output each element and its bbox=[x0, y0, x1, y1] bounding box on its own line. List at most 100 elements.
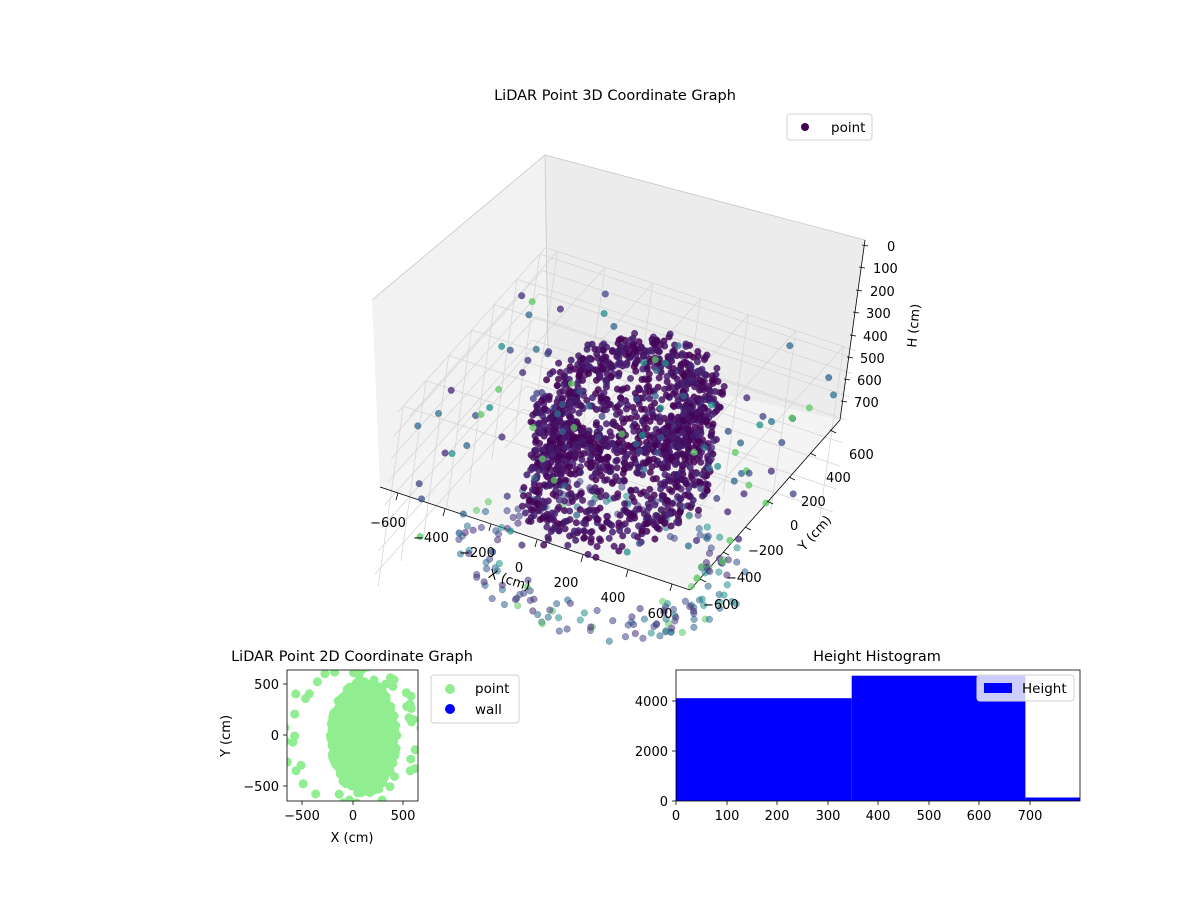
point3d-1275 bbox=[544, 473, 552, 481]
point3d-855 bbox=[638, 375, 646, 384]
point3d-1339 bbox=[703, 487, 711, 495]
z3d-tick-2: 200 bbox=[870, 285, 895, 300]
y3d-tick-mark-1 bbox=[722, 551, 730, 556]
point3d-1613 bbox=[681, 435, 689, 443]
point3d-1720 bbox=[740, 490, 748, 498]
point3d-319 bbox=[572, 519, 580, 527]
plot3d-legend-box bbox=[786, 113, 873, 141]
point3d-1765 bbox=[788, 414, 796, 422]
point3d-1488 bbox=[615, 360, 623, 368]
point3d-1557 bbox=[591, 469, 599, 477]
point3d-1814 bbox=[724, 427, 732, 435]
point3d-563 bbox=[703, 351, 711, 359]
point3d-40 bbox=[486, 555, 494, 563]
point3d-1796 bbox=[674, 342, 682, 350]
point2d-873 bbox=[357, 691, 367, 700]
point3d-1637 bbox=[554, 520, 562, 528]
x2d-tick-0: −500 bbox=[284, 809, 320, 824]
x3d-tick-mark-6 bbox=[669, 583, 673, 592]
point2d-935 bbox=[287, 757, 292, 767]
point2d-905 bbox=[312, 677, 322, 687]
point2d-890 bbox=[373, 766, 383, 776]
point3d-1739 bbox=[692, 470, 700, 478]
y2d-tick-0: −500 bbox=[243, 780, 279, 795]
z3d-tick-mark-6 bbox=[843, 378, 851, 381]
point3d-1701 bbox=[415, 480, 423, 488]
x3d-tick-mark-1 bbox=[442, 508, 446, 517]
point3d-1735 bbox=[694, 367, 702, 375]
hx-tick-5: 500 bbox=[917, 809, 942, 824]
point3d-123 bbox=[480, 578, 488, 586]
point3d-1753 bbox=[679, 503, 687, 511]
point3d-282 bbox=[555, 503, 563, 511]
point3d-101 bbox=[563, 625, 571, 633]
point2d-864 bbox=[340, 696, 350, 706]
plot2d-legend-marker-point bbox=[445, 684, 455, 694]
point3d-32 bbox=[716, 533, 724, 541]
point3d-1418 bbox=[615, 353, 623, 361]
point3d-33 bbox=[656, 632, 664, 640]
point3d-1707 bbox=[416, 533, 424, 541]
point3d-1060 bbox=[694, 347, 702, 356]
point3d-1682 bbox=[651, 441, 660, 449]
point3d-119 bbox=[461, 529, 469, 537]
point3d-1224 bbox=[709, 420, 717, 428]
point2d-943 bbox=[287, 723, 290, 732]
point2d-899 bbox=[353, 719, 363, 729]
point2d-909 bbox=[410, 745, 418, 755]
point3d-169 bbox=[705, 615, 713, 623]
point3d-1752 bbox=[528, 298, 536, 306]
point2d-877 bbox=[334, 757, 344, 767]
point2d-822 bbox=[388, 722, 398, 732]
point3d-176 bbox=[605, 637, 613, 645]
point3d-1292 bbox=[606, 520, 614, 528]
point3d-1391 bbox=[655, 413, 664, 421]
grid-back-h-1 bbox=[542, 270, 853, 374]
point3d-1676 bbox=[627, 414, 635, 422]
point2d-932 bbox=[296, 760, 306, 770]
point3d-1219 bbox=[624, 441, 632, 449]
point3d-1619 bbox=[532, 500, 541, 508]
point3d-1767 bbox=[550, 404, 558, 412]
point3d-1763 bbox=[503, 492, 511, 500]
x3d-tick-mark-0 bbox=[395, 492, 399, 501]
point3d-1770 bbox=[762, 499, 770, 507]
point3d-8 bbox=[681, 597, 689, 605]
point3d-1412 bbox=[551, 510, 559, 518]
z3d-tick-1: 100 bbox=[873, 262, 898, 277]
point3d-1728 bbox=[665, 510, 673, 518]
point3d-1650 bbox=[702, 416, 710, 424]
point3d-1740 bbox=[651, 356, 659, 364]
point2d-902 bbox=[345, 795, 354, 801]
point3d-1563 bbox=[598, 456, 606, 464]
point3d-1556 bbox=[579, 519, 587, 527]
z3d-tick-mark-2 bbox=[855, 289, 863, 292]
point3d-147 bbox=[678, 628, 686, 636]
point3d-1591 bbox=[643, 520, 651, 528]
point3d-1618 bbox=[622, 405, 631, 413]
point3d-1572 bbox=[658, 464, 667, 472]
point3d-1769 bbox=[529, 424, 537, 432]
point2d-803 bbox=[386, 708, 396, 718]
point3d-1647 bbox=[680, 371, 688, 379]
point3d-1666 bbox=[637, 343, 645, 351]
point3d-1732 bbox=[707, 401, 716, 409]
point3d-41 bbox=[618, 483, 626, 491]
grid-left-y-0 bbox=[377, 406, 404, 587]
point3d-1798 bbox=[707, 455, 715, 463]
point3d-1780 bbox=[730, 477, 738, 485]
grid-left-h-0 bbox=[397, 247, 546, 413]
point3d-1710 bbox=[705, 464, 713, 472]
point3d-5 bbox=[639, 634, 647, 642]
point3d-1338 bbox=[607, 372, 615, 380]
point3d-1203 bbox=[576, 506, 584, 514]
point3d-850 bbox=[599, 524, 607, 532]
point3d-1782 bbox=[638, 431, 646, 439]
point2d-934 bbox=[409, 715, 418, 725]
point3d-1392 bbox=[627, 486, 635, 494]
y3d-tick-3: 0 bbox=[790, 519, 798, 534]
point3d-175 bbox=[455, 535, 463, 543]
point2d-911 bbox=[406, 691, 416, 701]
point3d-109 bbox=[514, 602, 522, 610]
point3d-1520 bbox=[605, 534, 613, 542]
